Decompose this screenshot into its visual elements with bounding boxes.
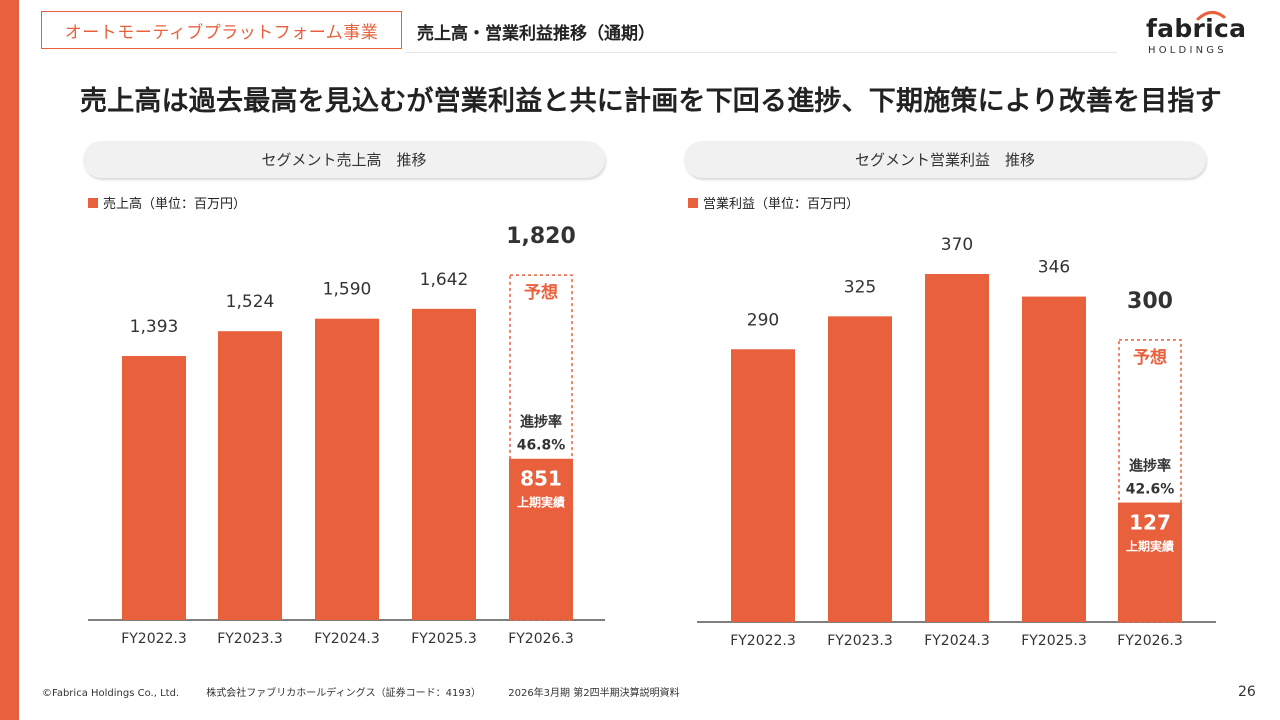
footer-document: 2026年3月期 第2四半期決算説明資料 <box>508 688 680 699</box>
profit-value-label: 290 <box>747 310 779 330</box>
profit-progress-value: 42.6% <box>1126 482 1175 498</box>
header-divider <box>405 52 1117 53</box>
sales-category-label: FY2024.3 <box>314 631 380 647</box>
sales-bar-FY2024.3 <box>315 318 379 620</box>
profit-bar-FY2024.3 <box>925 274 989 622</box>
company-logo: fabrica HOLDINGS <box>1140 11 1246 60</box>
profit-category-label: FY2024.3 <box>924 633 990 649</box>
sales-value-label: 1,590 <box>323 280 372 300</box>
sales-category-label: FY2025.3 <box>411 631 477 647</box>
sales-bar-FY2022.3 <box>122 356 186 620</box>
profit-bar-FY2025.3 <box>1022 296 1086 622</box>
sales-category-label: FY2026.3 <box>508 631 574 647</box>
sales-legend: 売上高（単位：百万円） <box>88 193 246 212</box>
profit-category-label: FY2023.3 <box>827 633 893 649</box>
profit-value-label: 346 <box>1038 258 1070 278</box>
sales-value-label: 1,524 <box>226 292 275 312</box>
footer-company: 株式会社ファブリカホールディングス（証券コード：4193） <box>206 688 482 699</box>
sales-legend-swatch <box>88 197 98 208</box>
sales-forecast-outline <box>509 274 573 621</box>
profit-bar-actual-h1 <box>1118 502 1182 622</box>
sales-progress-caption: 進捗率 <box>520 414 562 431</box>
sales-value-label: 1,642 <box>420 270 469 290</box>
slide-section-title: 売上高・営業利益推移（通期） <box>417 24 655 44</box>
sales-bar-FY2023.3 <box>218 331 282 620</box>
profit-actual-h1-caption: 上期実績 <box>1126 539 1174 554</box>
profit-category-label: FY2022.3 <box>730 633 796 649</box>
profit-legend: 営業利益（単位：百万円） <box>688 193 859 212</box>
sales-forecast-total-label: 1,820 <box>506 224 576 249</box>
segment-tag: オートモーティブプラットフォーム事業 <box>41 11 402 49</box>
profit-actual-h1-value: 127 <box>1129 511 1171 535</box>
sales-forecast-tag: 予想 <box>524 282 558 303</box>
profit-bar-FY2022.3 <box>731 349 795 622</box>
profit-forecast-tag: 予想 <box>1133 347 1167 368</box>
sales-value-label: 1,393 <box>130 317 179 337</box>
accent-side-bar <box>0 0 19 720</box>
profit-forecast-outline <box>1118 339 1182 623</box>
profit-legend-swatch <box>688 197 698 208</box>
sales-legend-label: 売上高（単位：百万円） <box>103 197 247 212</box>
sales-category-label: FY2023.3 <box>217 631 283 647</box>
profit-value-label: 325 <box>844 277 876 297</box>
sales-actual-h1-value: 851 <box>520 467 562 491</box>
footer: ©Fabrica Holdings Co., Ltd. 株式会社ファブリカホール… <box>42 684 704 699</box>
sales-chart-title: セグメント売上高 推移 <box>83 141 605 178</box>
logo-wordmark: fabrica <box>1146 14 1247 43</box>
profit-bar-FY2023.3 <box>828 316 892 622</box>
page-number: 26 <box>1238 684 1256 700</box>
profit-category-label: FY2026.3 <box>1117 633 1183 649</box>
profit-chart-title: セグメント営業利益 推移 <box>684 141 1206 178</box>
profit-value-label: 370 <box>941 235 973 255</box>
profit-category-label: FY2025.3 <box>1021 633 1087 649</box>
sales-actual-h1-caption: 上期実績 <box>517 495 565 510</box>
profit-forecast-total-label: 300 <box>1127 289 1173 314</box>
logo-subtitle: HOLDINGS <box>1148 45 1227 56</box>
sales-bar-actual-h1 <box>509 458 573 620</box>
logo-arc-icon <box>1196 11 1226 21</box>
profit-legend-label: 営業利益（単位：百万円） <box>703 197 860 212</box>
sales-category-label: FY2022.3 <box>121 631 187 647</box>
sales-progress-value: 46.8% <box>517 438 566 454</box>
footer-copyright: ©Fabrica Holdings Co., Ltd. <box>42 688 180 699</box>
sales-bar-FY2025.3 <box>412 308 476 620</box>
profit-progress-caption: 進捗率 <box>1129 458 1171 475</box>
slide-headline: 売上高は過去最高を見込むが営業利益と共に計画を下回る進捗、下期施策により改善を目… <box>80 86 1222 117</box>
